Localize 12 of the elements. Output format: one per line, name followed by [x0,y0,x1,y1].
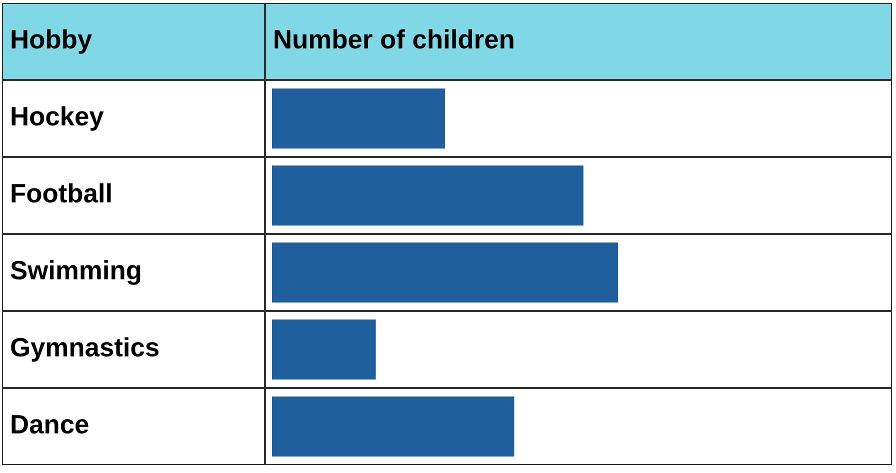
y-tick-label: Football [12,183,111,203]
bar [272,88,445,149]
bar [272,319,376,380]
y-tick-label: Swimming [10,260,140,285]
x-axis-title: Number of children [274,29,514,49]
y-tick-label: Hockey [12,106,104,131]
bar [272,165,584,226]
bar [272,242,618,303]
y-tick-label: Dance [12,415,88,434]
y-tick-label: Gymnastics [11,337,159,362]
y-axis-title: Hobby [12,29,92,54]
bar [272,396,514,457]
